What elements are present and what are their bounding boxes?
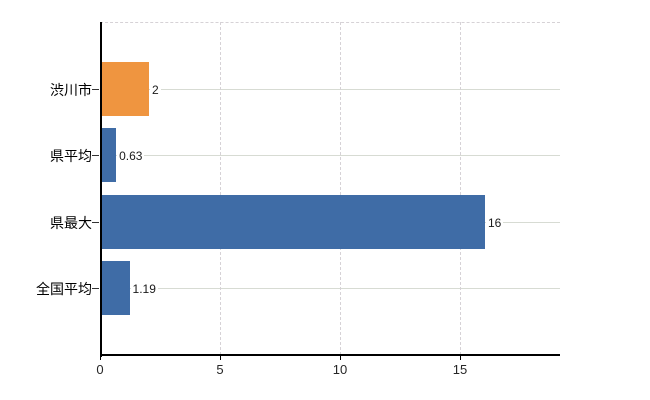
x-tick-label: 15	[452, 362, 468, 377]
horizontal-gridline	[100, 88, 560, 90]
x-axis-line	[100, 354, 560, 356]
vertical-gridline	[460, 22, 461, 355]
bar-県最大	[101, 194, 485, 249]
x-tick-mark	[100, 356, 101, 360]
y-tick-mark	[92, 288, 99, 290]
y-tick-mark	[92, 221, 99, 223]
category-label: 県平均	[50, 148, 92, 165]
y-axis-line	[100, 22, 102, 357]
x-tick-label: 5	[216, 362, 224, 377]
bar-県平均	[101, 128, 117, 183]
x-tick-label: 0	[96, 362, 104, 377]
y-tick-mark	[92, 88, 99, 90]
vertical-gridline	[340, 22, 341, 355]
category-label: 渋川市	[50, 81, 92, 98]
x-tick-mark	[340, 356, 341, 360]
value-label: 0.63	[117, 149, 145, 164]
category-label: 全国平均	[36, 281, 92, 298]
x-tick-mark	[460, 356, 461, 360]
category-label: 県最大	[50, 214, 92, 231]
bar-渋川市	[101, 61, 149, 116]
x-tick-mark	[220, 356, 221, 360]
horizontal-gridline	[100, 288, 560, 290]
bar-全国平均	[101, 261, 130, 316]
horizontal-gridline	[100, 155, 560, 157]
value-label: 1.19	[130, 282, 158, 297]
plot-top-border	[100, 22, 560, 23]
value-label: 2	[150, 82, 161, 97]
y-tick-mark	[92, 155, 99, 157]
x-tick-label: 10	[332, 362, 348, 377]
vertical-gridline	[220, 22, 221, 355]
value-label: 16	[486, 215, 504, 230]
